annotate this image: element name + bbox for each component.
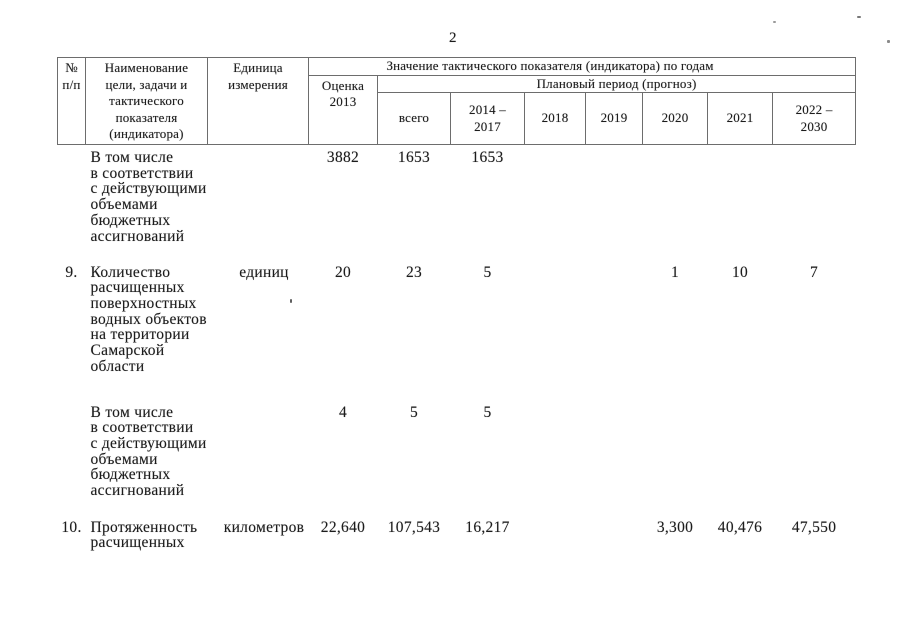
cell-2019	[586, 405, 643, 520]
cell-row-number	[58, 405, 86, 520]
cell-2019	[586, 520, 643, 580]
cell-unit: единиц	[239, 263, 289, 281]
cell-indicator-name: В том числе в соответствии с действующим…	[90, 403, 207, 500]
cell-2020: 1	[670, 263, 680, 281]
header-row-number: № п/п	[57, 57, 86, 145]
header-estimate-2013: Оценка 2013	[308, 74, 378, 145]
cell-2022-2030: 7	[810, 263, 819, 281]
header-year-2018: 2018	[524, 92, 586, 145]
table-row: 9. Количество расчищенных поверхностных …	[58, 263, 856, 405]
scan-speck	[773, 21, 776, 23]
cell-unit: километров	[223, 518, 305, 536]
table-row: В том числе в соответствии с действующим…	[58, 403, 856, 520]
cell-total: 1653	[397, 149, 431, 166]
cell-2018	[525, 145, 586, 265]
header-value-by-years: Значение тактического показателя (индика…	[307, 57, 857, 76]
header-indicator-name: Наименование цели, задачи и тактического…	[85, 57, 208, 145]
cell-row-number: 9.	[65, 263, 78, 281]
cell-2014-2017: 5	[483, 263, 492, 281]
cell-total: 5	[409, 403, 419, 421]
cell-row-number	[58, 145, 86, 265]
cell-total: 107,543	[387, 518, 441, 536]
cell-unit	[208, 405, 309, 520]
cell-estimate-2013: 20	[334, 263, 352, 281]
cell-2021: 40,476	[717, 518, 763, 536]
cell-2020	[643, 145, 708, 265]
cell-indicator-name: Протяженность расчищенных	[90, 518, 198, 552]
cell-2018	[525, 405, 586, 520]
cell-estimate-2013: 4	[338, 403, 348, 421]
cell-2022-2030	[773, 405, 856, 520]
table-row: В том числе в соответствии с действующим…	[58, 145, 856, 265]
header-year-2020: 2020	[642, 92, 708, 145]
header-year-2021: 2021	[707, 92, 773, 145]
scan-speck	[290, 299, 292, 303]
table-row: 10. Протяженность расчищенных километров…	[58, 518, 856, 580]
cell-2019	[586, 145, 643, 265]
header-year-2019: 2019	[585, 92, 643, 145]
header-plan-period: Плановый период (прогноз)	[376, 74, 857, 93]
cell-2018	[525, 265, 586, 405]
header-total: всего	[377, 92, 451, 145]
header-year-2022-2030: 2022 – 2030	[771, 92, 857, 145]
scan-speck	[887, 40, 890, 43]
cell-2014-2017: 16,217	[465, 518, 510, 536]
cell-2022-2030	[773, 145, 856, 265]
indicators-table: № п/п Наименование цели, задачи и тактич…	[57, 57, 857, 580]
header-unit: Единица измерения	[207, 57, 309, 145]
cell-2019	[586, 265, 643, 405]
cell-2021	[708, 145, 773, 265]
cell-unit	[208, 145, 309, 265]
cell-indicator-name: В том числе в соответствии с действующим…	[90, 149, 207, 245]
cell-total: 23	[405, 263, 423, 281]
scan-speck	[857, 16, 861, 18]
cell-2014-2017: 5	[483, 403, 492, 421]
cell-2021	[708, 405, 773, 520]
cell-2014-2017: 1653	[471, 149, 504, 166]
cell-2022-2030: 47,550	[791, 518, 837, 536]
cell-indicator-name: Количество расчищенных поверхностных вод…	[90, 263, 207, 375]
cell-estimate-2013: 3882	[326, 149, 360, 166]
cell-2020: 3,300	[656, 518, 694, 536]
cell-2020	[643, 405, 708, 520]
cell-2018	[525, 520, 586, 580]
page-number: 2	[449, 30, 457, 46]
cell-estimate-2013: 22,640	[320, 518, 366, 536]
header-year-2014-2017: 2014 – 2017	[450, 92, 525, 145]
cell-row-number: 10.	[61, 518, 82, 536]
cell-2021: 10	[731, 263, 749, 281]
